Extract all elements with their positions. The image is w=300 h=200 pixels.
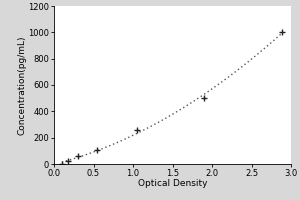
Y-axis label: Concentration(pg/mL): Concentration(pg/mL) — [18, 35, 27, 135]
X-axis label: Optical Density: Optical Density — [138, 179, 207, 188]
